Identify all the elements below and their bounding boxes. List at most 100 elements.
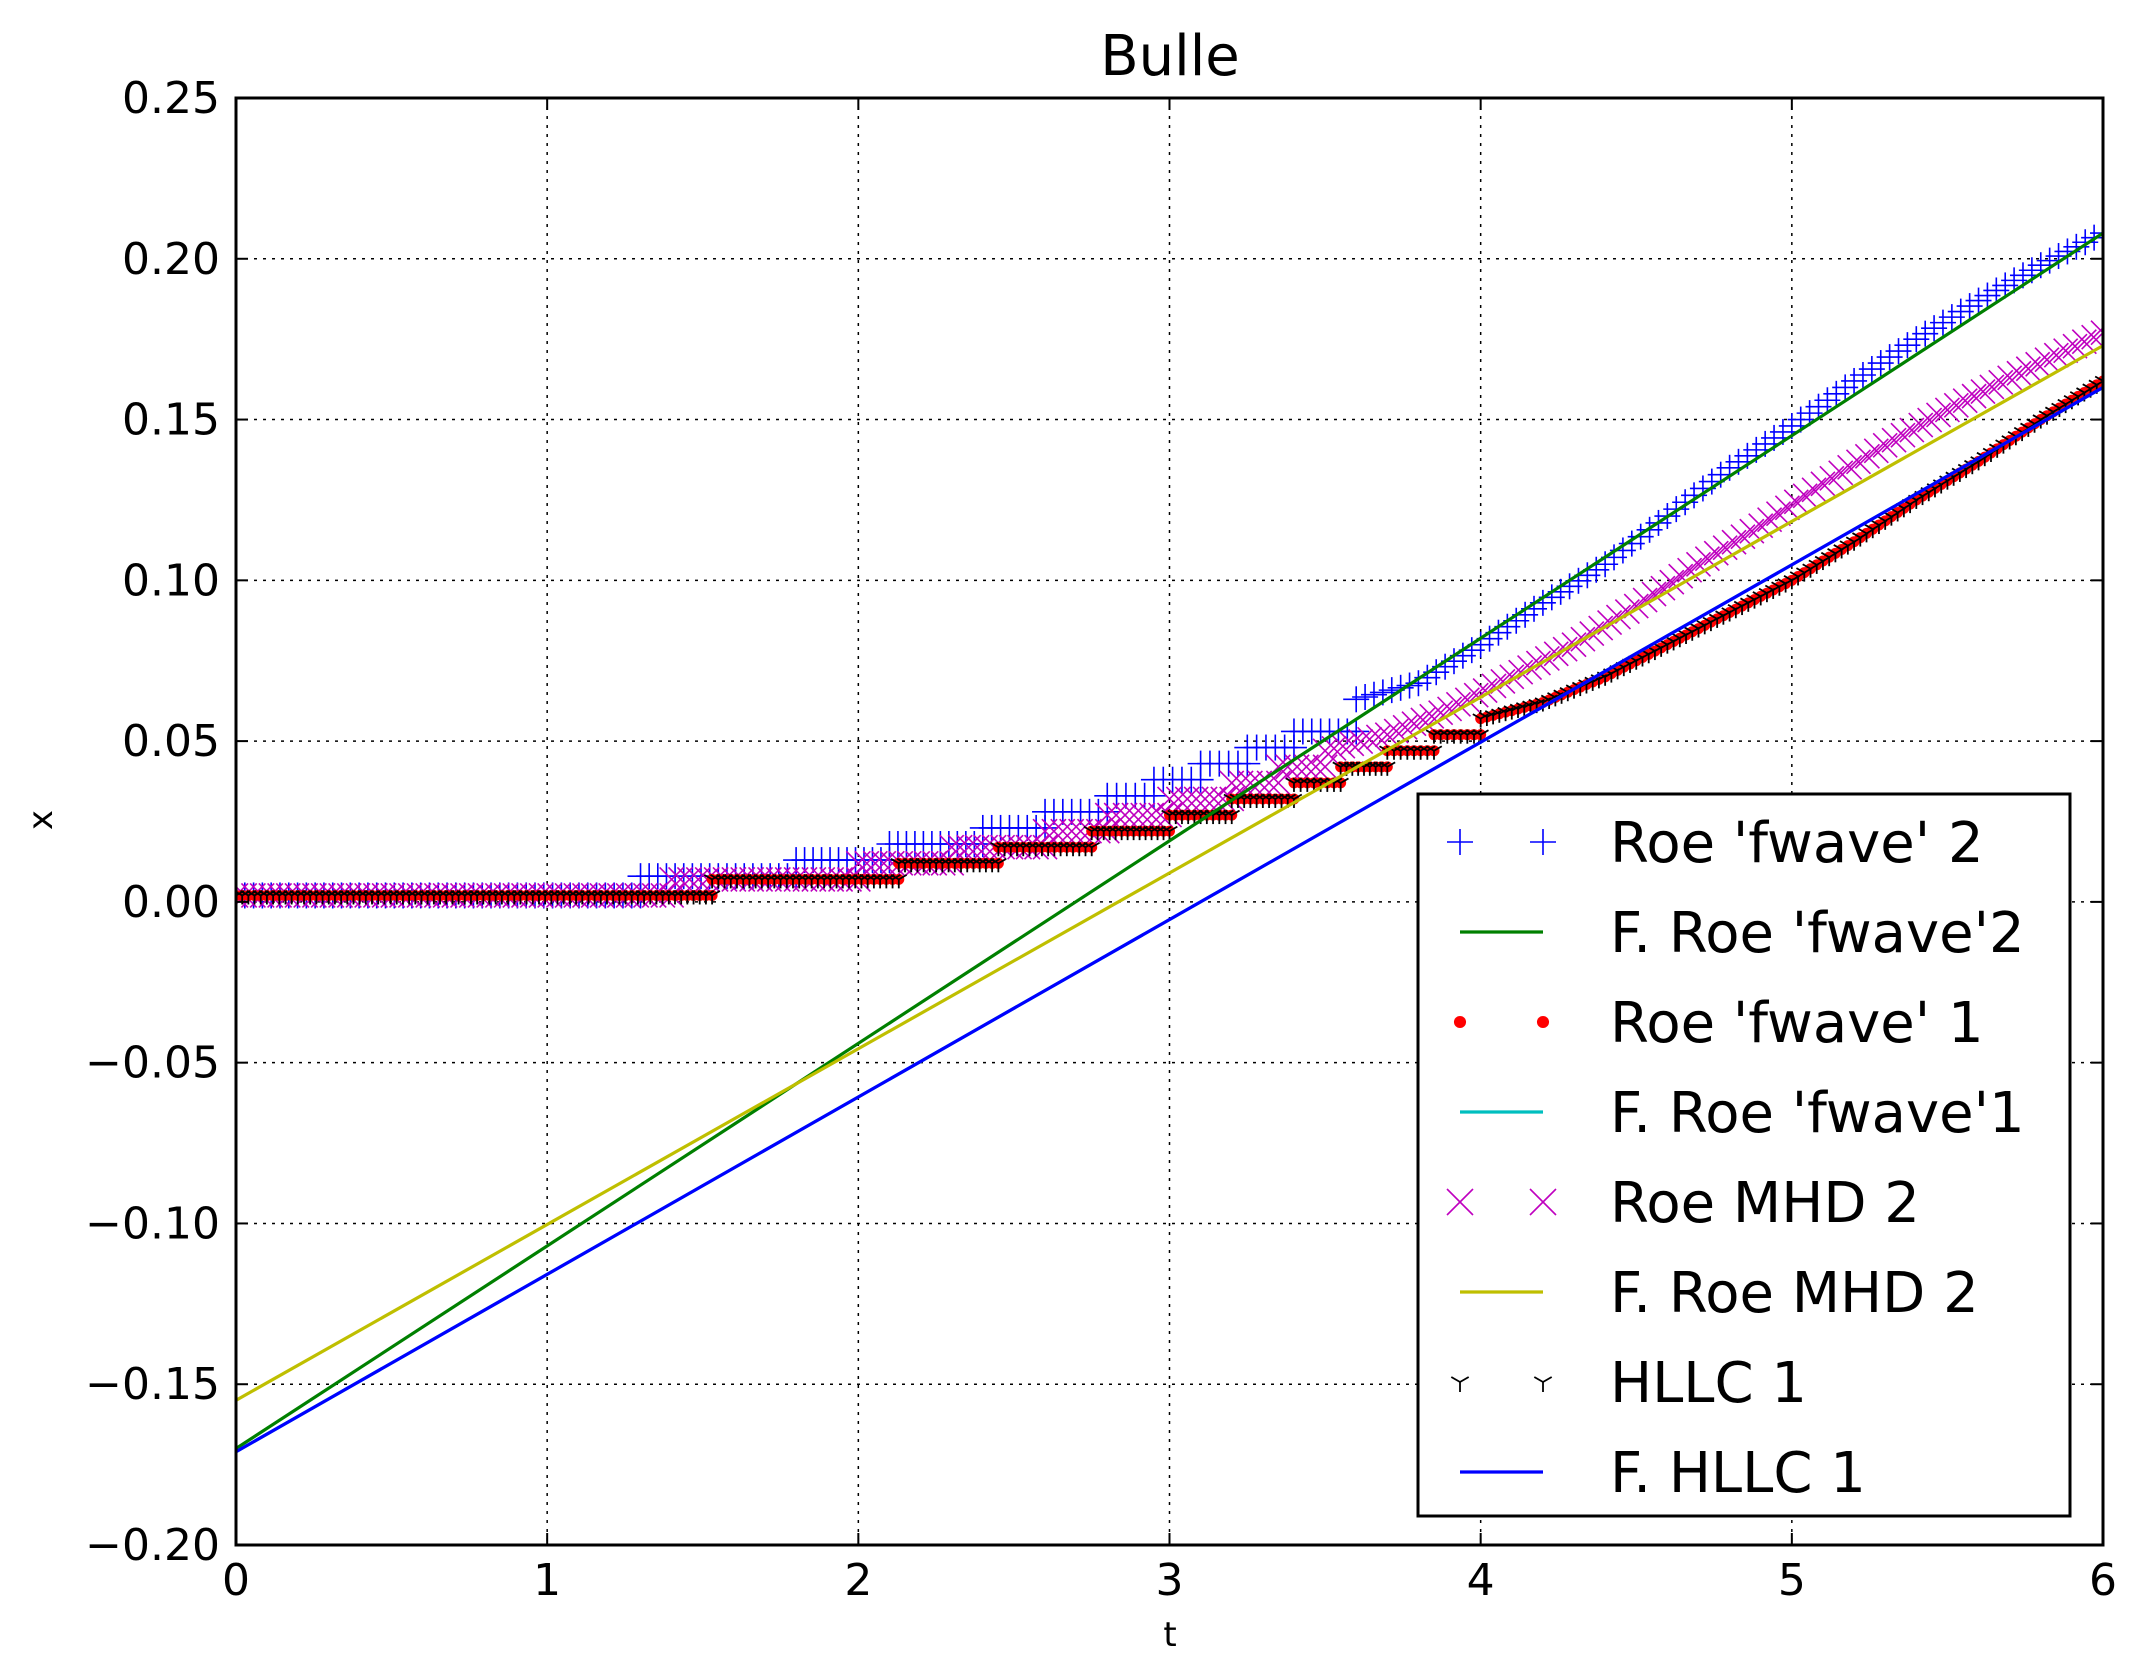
tri_down-marker	[990, 858, 1007, 873]
x-marker	[1348, 729, 1374, 755]
x-marker	[1810, 471, 1836, 497]
x-marker	[1979, 374, 2005, 400]
x-tick-label: 5	[1778, 1555, 1806, 1606]
x-marker	[2062, 333, 2088, 359]
x-marker	[1068, 818, 1094, 844]
x-tick-label: 3	[1156, 1555, 1184, 1606]
x-marker	[1293, 754, 1319, 780]
legend-box	[1416, 792, 2072, 1518]
dot-marker	[1536, 1015, 1550, 1029]
tri_down-marker	[1533, 1376, 1553, 1392]
tri_down-marker	[1373, 761, 1390, 776]
x-marker	[1659, 569, 1685, 595]
x-marker	[667, 866, 694, 892]
x-marker	[659, 866, 685, 892]
x-marker	[1094, 802, 1120, 828]
x-marker	[1192, 786, 1218, 812]
x-marker	[2053, 338, 2079, 364]
legend-entry: Roe 'fwave' 1	[1453, 991, 1984, 1056]
x-marker	[1881, 427, 1907, 453]
y-tick-label: 0.15	[122, 395, 220, 446]
x-tick-label: 0	[222, 1555, 250, 1606]
x-marker	[1410, 707, 1436, 733]
x-tick-label: 2	[844, 1555, 872, 1606]
x-marker	[1774, 495, 1800, 521]
legend-label: F. Roe MHD 2	[1610, 1261, 1979, 1326]
tri_down-marker	[1161, 825, 1178, 841]
x-marker	[1863, 438, 1889, 464]
dot-marker	[1453, 1015, 1467, 1029]
x-marker	[1819, 465, 1845, 491]
tri_down-marker	[1425, 745, 1443, 760]
y-tick-label: 0.00	[122, 877, 220, 928]
x-marker	[1165, 786, 1191, 812]
x-marker	[1943, 392, 1969, 418]
series-line	[236, 231, 2103, 1450]
x-marker	[2090, 320, 2103, 346]
x-marker	[1837, 454, 1863, 480]
x-marker	[1917, 407, 1943, 433]
series-7	[236, 386, 2103, 1454]
x-marker	[1872, 432, 1898, 458]
tri_down-marker	[1223, 809, 1241, 825]
y-tick-label: −0.05	[85, 1038, 220, 1089]
x-marker	[2071, 329, 2097, 355]
x-tick-label: 6	[2089, 1555, 2117, 1606]
x-marker	[685, 866, 711, 892]
legend-label: F. Roe 'fwave'1	[1610, 1081, 2025, 1146]
series-line	[236, 386, 2103, 1454]
x-marker	[676, 866, 702, 892]
x-marker	[1032, 818, 1058, 844]
x-marker	[1174, 786, 1200, 812]
x-marker	[1228, 770, 1254, 796]
chart-title: Bulle	[1100, 24, 1239, 89]
x-marker	[2015, 356, 2041, 382]
legend-entry: Roe 'fwave' 2	[1447, 811, 1984, 876]
x-marker	[1677, 557, 1703, 583]
x-marker	[1419, 703, 1445, 729]
x-marker	[1374, 722, 1400, 748]
x-marker	[1130, 802, 1156, 828]
x-marker	[1997, 365, 2023, 391]
x-marker	[1139, 802, 1165, 828]
legend-entry: F. Roe 'fwave'1	[1460, 1081, 2025, 1146]
legend-entry: F. Roe MHD 2	[1460, 1261, 1979, 1326]
x-marker	[1828, 460, 1854, 486]
x-tick-label: 4	[1467, 1555, 1495, 1606]
x-marker	[1529, 1188, 1557, 1216]
x-marker	[1219, 770, 1245, 796]
x-marker	[1890, 422, 1916, 448]
x-marker	[1156, 786, 1183, 812]
plus-marker	[1530, 829, 1556, 855]
legend-label: F. Roe 'fwave'2	[1610, 901, 2025, 966]
x-marker	[1685, 551, 1712, 577]
series-5	[236, 344, 2103, 1402]
legend-entry: Roe MHD 2	[1446, 1171, 1920, 1236]
x-marker	[1792, 483, 1818, 509]
x-marker	[236, 882, 249, 909]
y-tick-label: 0.25	[122, 73, 220, 124]
x-marker	[1783, 489, 1809, 515]
y-axis-label: x	[21, 810, 61, 830]
tri_down-marker	[1450, 1376, 1470, 1392]
x-marker	[1112, 802, 1138, 828]
plus-marker	[1447, 829, 1473, 855]
x-marker	[1103, 802, 1129, 828]
legend: Roe 'fwave' 2 F. Roe 'fwave'2 Roe 'fwave' …	[1416, 792, 2072, 1518]
x-marker	[1445, 691, 1472, 717]
legend-label: Roe 'fwave' 1	[1610, 991, 1984, 1056]
x-marker	[1401, 711, 1427, 737]
x-marker	[1988, 369, 2014, 395]
x-marker	[1899, 417, 1925, 443]
plus-marker	[2090, 220, 2103, 247]
x-marker	[1121, 802, 1147, 828]
y-tick-label: −0.10	[85, 1198, 220, 1249]
x-marker	[2025, 351, 2051, 377]
legend-entry: F. HLLC 1	[1460, 1441, 1866, 1506]
legend-entry: HLLC 1	[1450, 1351, 1807, 1416]
x-marker	[1312, 738, 1338, 764]
x-marker	[1339, 731, 1365, 757]
legend-label: Roe MHD 2	[1610, 1171, 1920, 1236]
x-marker	[1237, 770, 1263, 796]
y-tick-label: 0.20	[122, 234, 220, 285]
